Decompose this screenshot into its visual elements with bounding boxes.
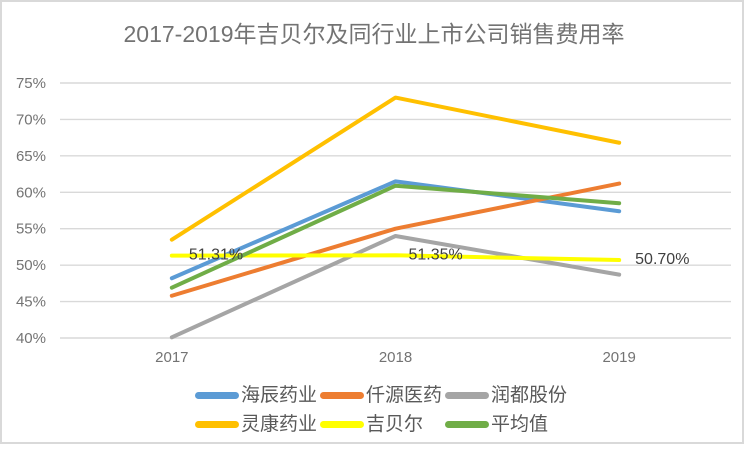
y-axis-tick-label: 55% — [16, 221, 46, 238]
legend-line-marker — [195, 392, 239, 399]
y-axis-tick-label: 40% — [16, 330, 46, 347]
legend-line-marker — [320, 392, 364, 399]
y-axis-tick-label: 65% — [16, 148, 46, 165]
legend-label: 灵康药业 — [241, 414, 318, 435]
legend-item-润都股份: 润都股份 — [445, 381, 570, 410]
x-axis-tick-label: 2018 — [379, 349, 412, 366]
legend-label: 仟源医药 — [366, 385, 443, 406]
legend-item-吉贝尔: 吉贝尔 — [320, 410, 445, 439]
x-axis-tick-label: 2017 — [155, 349, 188, 366]
legend-item-平均值: 平均值 — [445, 410, 570, 439]
series-line-润都股份 — [169, 234, 622, 340]
legend-line-marker — [445, 392, 489, 399]
series-line-平均值 — [169, 183, 622, 290]
legend-row: 灵康药业 吉贝尔 平均值 — [195, 410, 570, 439]
line-chart-plot: 40% 45% 50% 55% 60% 65% 70% 75% 2017 2018 2019 51.3… — [16, 75, 731, 366]
legend-row: 海辰药业 仟源医药 润都股份 — [195, 381, 570, 410]
chart-frame: 2017-2019年吉贝尔及同行业上市公司销售费用率 40% 45% 50% 55% 6… — [0, 0, 744, 444]
series-line-灵康药业 — [169, 95, 622, 242]
y-axis-tick-label: 60% — [16, 184, 46, 201]
legend-label: 海辰药业 — [241, 385, 318, 406]
legend-item-海辰药业: 海辰药业 — [195, 381, 320, 410]
legend-label: 平均值 — [491, 414, 549, 435]
y-axis-tick-label: 75% — [16, 75, 46, 92]
data-label: 51.35% — [409, 246, 463, 263]
legend-line-marker — [195, 421, 239, 428]
series-line-海辰药业 — [169, 179, 622, 281]
legend-label: 吉贝尔 — [366, 414, 424, 435]
y-axis-tick-label: 70% — [16, 111, 46, 128]
legend-line-marker — [445, 421, 489, 428]
legend-item-灵康药业: 灵康药业 — [195, 410, 320, 439]
x-axis-tick-label: 2019 — [602, 349, 635, 366]
data-label: 50.70% — [635, 251, 689, 268]
legend-line-marker — [320, 421, 364, 428]
y-axis-tick-label: 45% — [16, 294, 46, 311]
legend-item-仟源医药: 仟源医药 — [320, 381, 445, 410]
chart-legend: 海辰药业 仟源医药 润都股份灵康药业 吉贝尔 平均值 — [195, 381, 570, 439]
data-label: 51.31% — [189, 247, 243, 264]
legend-label: 润都股份 — [491, 385, 568, 406]
y-axis-tick-label: 50% — [16, 257, 46, 274]
chart-title: 2017-2019年吉贝尔及同行业上市公司销售费用率 — [123, 21, 625, 47]
